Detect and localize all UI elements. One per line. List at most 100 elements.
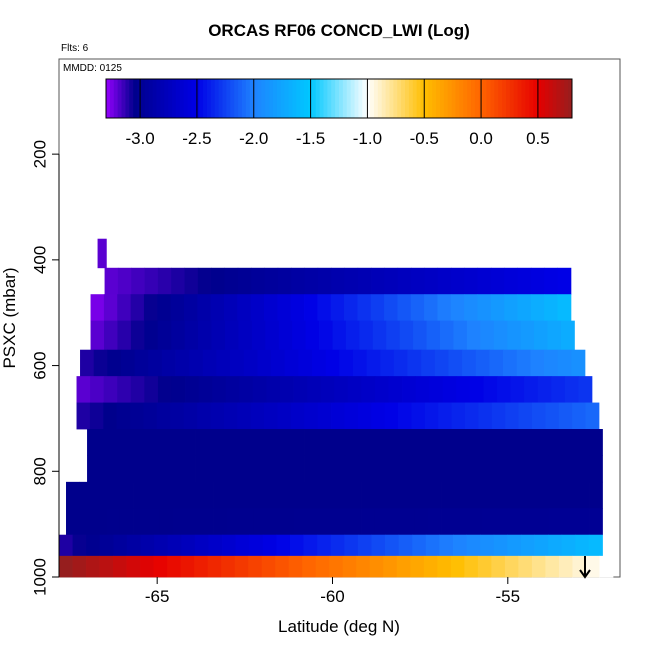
heatmap-cell bbox=[104, 267, 119, 295]
heatmap-cell bbox=[289, 534, 304, 557]
heatmap-cell bbox=[265, 320, 280, 351]
heatmap-cell bbox=[113, 555, 127, 578]
colorbar-swatch bbox=[152, 79, 157, 118]
heatmap-cell bbox=[426, 320, 441, 351]
colorbar-swatch bbox=[533, 79, 538, 118]
heatmap-cell bbox=[545, 402, 560, 430]
colorbar-swatch bbox=[319, 79, 324, 118]
heatmap-cell bbox=[264, 294, 278, 322]
heatmap-cell bbox=[331, 455, 346, 483]
heatmap-cell bbox=[72, 555, 87, 578]
heatmap-cell bbox=[210, 294, 225, 322]
flights-label: Flts: 6 bbox=[61, 43, 89, 54]
colorbar-swatch bbox=[148, 79, 154, 118]
heatmap-cell bbox=[466, 455, 481, 483]
heatmap-cell bbox=[146, 508, 161, 536]
heatmap-cell bbox=[168, 455, 183, 483]
heatmap-cell bbox=[171, 376, 186, 403]
colorbar-swatch bbox=[191, 79, 196, 118]
heatmap-cell bbox=[181, 455, 196, 483]
colorbar-swatch bbox=[447, 79, 453, 118]
heatmap-cell bbox=[237, 402, 252, 430]
colorbar-swatch bbox=[471, 79, 476, 118]
colorbar-swatch bbox=[195, 79, 200, 118]
heatmap-cell bbox=[462, 349, 477, 377]
heatmap-cell bbox=[126, 534, 141, 557]
heatmap-cell bbox=[184, 267, 199, 295]
heatmap-cell bbox=[257, 349, 272, 377]
heatmap-cell bbox=[86, 534, 101, 557]
heatmap-cell bbox=[148, 349, 163, 377]
heatmap-cell bbox=[493, 534, 508, 557]
heatmap-cell bbox=[524, 376, 539, 403]
heatmap-cell bbox=[288, 555, 303, 578]
heatmap-cell bbox=[263, 455, 278, 483]
heatmap-cell bbox=[334, 508, 349, 536]
heatmap-cell bbox=[331, 402, 345, 430]
heatmap-cell bbox=[92, 481, 107, 509]
heatmap-cell bbox=[421, 349, 436, 377]
colorbar-swatch bbox=[370, 79, 375, 118]
heatmap-cell bbox=[159, 481, 174, 509]
heatmap-cell bbox=[385, 455, 400, 483]
heatmap-cell bbox=[339, 349, 354, 377]
heatmap-cell bbox=[387, 481, 402, 509]
heatmap-cell bbox=[466, 534, 481, 557]
heatmap-cell bbox=[168, 429, 183, 456]
heatmap-cell bbox=[385, 429, 400, 456]
colorbar-swatch bbox=[381, 79, 387, 118]
heatmap-cell bbox=[530, 349, 545, 377]
heatmap-cell bbox=[466, 320, 481, 351]
colorbar-swatch bbox=[540, 79, 546, 118]
colorbar-swatch bbox=[296, 79, 301, 118]
heatmap-cell bbox=[280, 508, 295, 536]
heatmap-cell bbox=[141, 429, 156, 456]
colorbar-frame bbox=[105, 78, 573, 119]
heatmap-cell bbox=[173, 508, 188, 536]
heatmap-cell bbox=[100, 455, 115, 483]
y-tick-label: 200 bbox=[30, 140, 49, 168]
colorbar-swatch bbox=[121, 79, 126, 118]
heatmap-cell bbox=[575, 508, 590, 536]
heatmap-cell bbox=[320, 508, 335, 536]
heatmap-cell bbox=[276, 534, 291, 557]
heatmap-cell bbox=[374, 508, 389, 536]
heatmap-cell bbox=[380, 349, 395, 377]
heatmap-cell bbox=[141, 455, 156, 483]
heatmap-cell bbox=[267, 508, 281, 536]
heatmap-cell bbox=[356, 555, 371, 578]
heatmap-cell bbox=[226, 508, 241, 536]
heatmap-cell bbox=[425, 534, 440, 557]
heatmap-cell bbox=[522, 508, 536, 536]
colorbar-swatch bbox=[474, 79, 480, 118]
heatmap-cell bbox=[450, 555, 465, 578]
colorbar-swatch bbox=[187, 79, 192, 118]
heatmap-cell bbox=[252, 376, 267, 403]
heatmap-cell bbox=[464, 555, 479, 578]
heatmap-cell bbox=[304, 267, 319, 295]
heatmap-cell bbox=[384, 294, 398, 322]
heatmap-cell bbox=[211, 267, 225, 295]
heatmap-cell bbox=[562, 481, 577, 509]
heatmap-cell bbox=[92, 508, 107, 536]
heatmap-cell bbox=[248, 555, 263, 578]
heatmap-cell bbox=[450, 294, 465, 322]
heatmap-cell bbox=[140, 534, 155, 557]
heatmap-cell bbox=[202, 349, 217, 377]
heatmap-cell bbox=[468, 481, 483, 509]
colorbar-swatch bbox=[226, 79, 231, 118]
heatmap-cell bbox=[493, 429, 508, 456]
heatmap-cell bbox=[551, 376, 566, 403]
colorbar-swatch bbox=[245, 79, 251, 118]
colorbar-swatch bbox=[175, 79, 181, 118]
colorbar-tick-label: 0.5 bbox=[526, 129, 550, 148]
colorbar-swatch bbox=[436, 79, 441, 118]
heatmap-cell bbox=[89, 402, 104, 430]
colorbar-swatch bbox=[451, 79, 456, 118]
heatmap-cell bbox=[480, 455, 495, 483]
heatmap-cell bbox=[399, 455, 413, 483]
colorbar-swatch bbox=[327, 79, 332, 118]
heatmap-cell bbox=[504, 555, 519, 578]
heatmap-cell bbox=[144, 267, 159, 295]
heatmap-cell bbox=[520, 320, 535, 351]
